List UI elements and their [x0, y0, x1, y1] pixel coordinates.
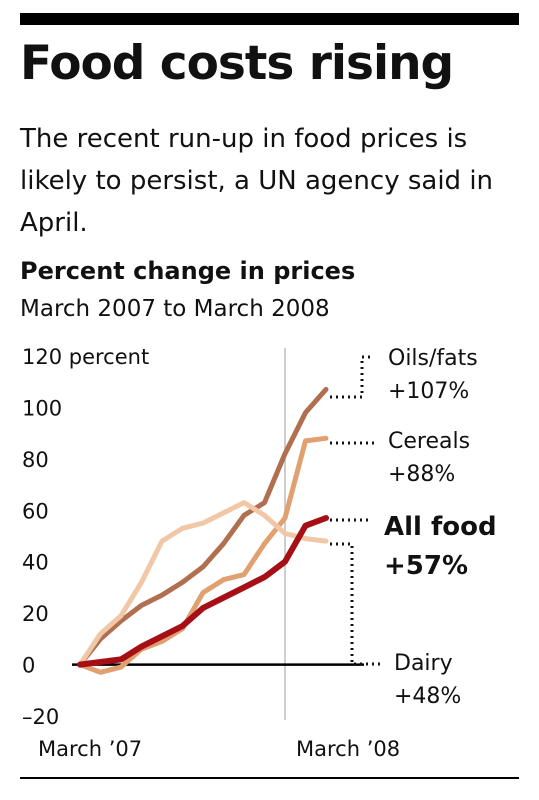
series-label-dairy: Dairy — [394, 651, 453, 676]
series-change-all-food: +57% — [384, 551, 468, 581]
y-tick-label: 20 — [22, 602, 49, 626]
top-rule — [20, 13, 519, 25]
series-label-oils-fats: Oils/fats — [388, 346, 478, 371]
y-tick-label: 80 — [22, 448, 49, 472]
bottom-rule — [20, 777, 519, 779]
series-label-all-food: All food — [384, 512, 497, 542]
x-tick-label: March ’07 — [38, 737, 142, 761]
series-line-all-food — [77, 515, 329, 668]
series-change-dairy: +48% — [394, 684, 461, 709]
series-change-oils-fats: +107% — [388, 379, 469, 404]
y-tick-label: 40 — [22, 551, 49, 575]
y-tick-label: 60 — [22, 499, 49, 523]
series-line-cereals — [77, 435, 329, 675]
series-line-oils-fats — [77, 386, 329, 668]
leader-line-dairy — [330, 542, 382, 666]
y-tick-label: –20 — [22, 705, 59, 729]
page-subtitle: The recent run-up in food prices is like… — [20, 124, 494, 238]
x-tick-label: March ’08 — [296, 737, 400, 761]
chart-subtitle: March 2007 to March 2008 — [20, 296, 330, 322]
chart-title: Percent change in prices — [20, 257, 356, 285]
y-tick-label: 120 percent — [22, 345, 149, 369]
y-tick-label: 0 — [22, 654, 35, 678]
y-tick-label: 100 — [22, 396, 62, 420]
series-label-cereals: Cereals — [388, 429, 470, 454]
leader-line-oils-fats — [330, 355, 374, 399]
series-change-cereals: +88% — [388, 462, 455, 487]
series-line-dairy — [77, 500, 329, 668]
page-title: Food costs rising — [20, 36, 454, 91]
line-chart: 120 percent 100 80 60 40 20 0 –20 March ’07 March… — [22, 345, 497, 761]
